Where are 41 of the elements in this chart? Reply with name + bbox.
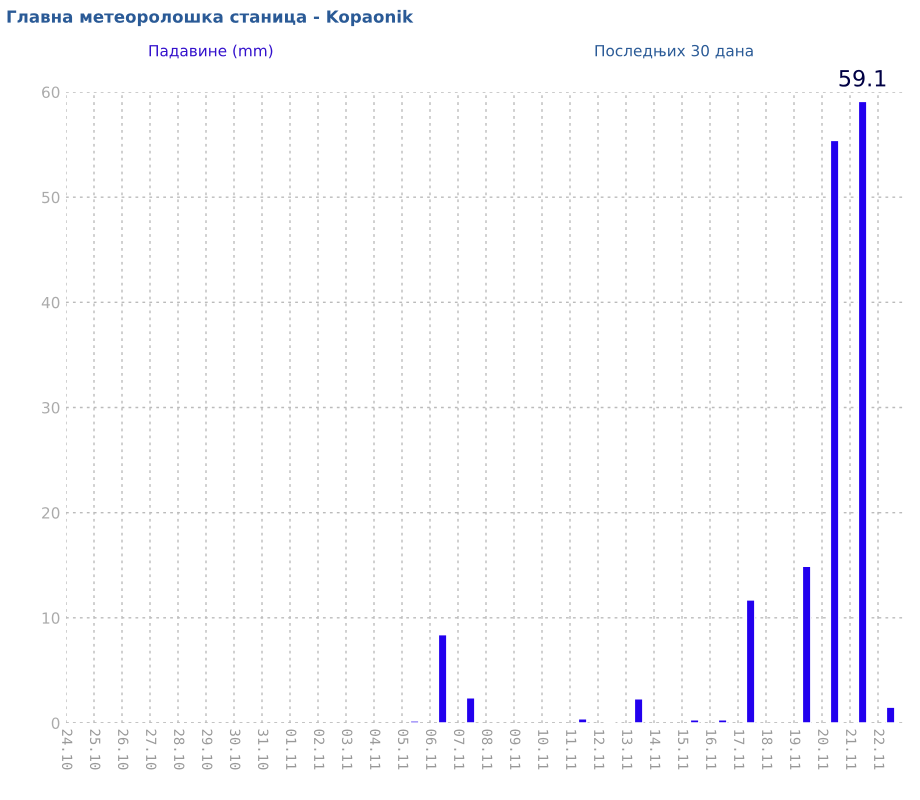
x-tick-label: 22.11 — [874, 730, 884, 770]
y-tick-label: 50 — [42, 192, 60, 204]
x-tick-label: 04.11 — [370, 729, 380, 770]
x-tick-label: 26.10 — [118, 730, 128, 770]
x-tick-label: 09.11 — [510, 729, 520, 770]
x-tick-label: 15.11 — [678, 730, 688, 770]
x-tick-label: 18.11 — [762, 730, 772, 770]
x-tick-label: 19.11 — [790, 730, 800, 770]
x-tick-label: 06.11 — [426, 729, 436, 770]
x-tick-label: 31.10 — [258, 729, 268, 770]
y-tick-label: 0 — [52, 717, 60, 730]
x-tick-label: 25.10 — [90, 730, 100, 770]
x-tick-label: 21.11 — [846, 730, 856, 770]
y-tick-label: 60 — [42, 86, 60, 98]
x-tick-label: 01.11 — [286, 729, 296, 770]
y-axis-title: Падавине (mm) — [150, 44, 272, 58]
y-tick-label: 30 — [42, 402, 60, 414]
x-tick-label: 03.11 — [342, 729, 352, 770]
x-tick-label: 30.10 — [230, 729, 240, 770]
x-tick-label: 24.10 — [62, 730, 72, 770]
x-tick-label: 02.11 — [314, 729, 324, 770]
x-tick-label: 17.11 — [734, 730, 744, 770]
y-tick-label: 40 — [42, 296, 60, 308]
chart-subtitle: Последњих 30 дана — [596, 44, 753, 58]
x-tick-label: 07.11 — [454, 729, 464, 770]
chart-title: Главна метеоролошка станица - Kopaonik — [8, 10, 414, 26]
x-tick-label: 13.11 — [622, 730, 632, 770]
x-tick-label: 14.11 — [650, 730, 660, 770]
data-label: 59.1 — [840, 70, 886, 87]
x-tick-label: 28.10 — [174, 730, 184, 770]
x-tick-label: 10.11 — [538, 730, 548, 770]
x-tick-label: 29.10 — [202, 730, 212, 770]
x-tick-label: 16.11 — [706, 730, 716, 770]
x-tick-label: 05.11 — [398, 729, 408, 770]
y-tick-label: 20 — [42, 507, 60, 519]
x-tick-label: 20.11 — [818, 730, 828, 770]
x-tick-label: 12.11 — [594, 730, 604, 770]
y-tick-label: 10 — [42, 612, 60, 624]
x-tick-label: 11.11 — [566, 730, 576, 770]
x-tick-label: 08.11 — [482, 729, 492, 770]
x-tick-label: 27.10 — [146, 730, 156, 770]
